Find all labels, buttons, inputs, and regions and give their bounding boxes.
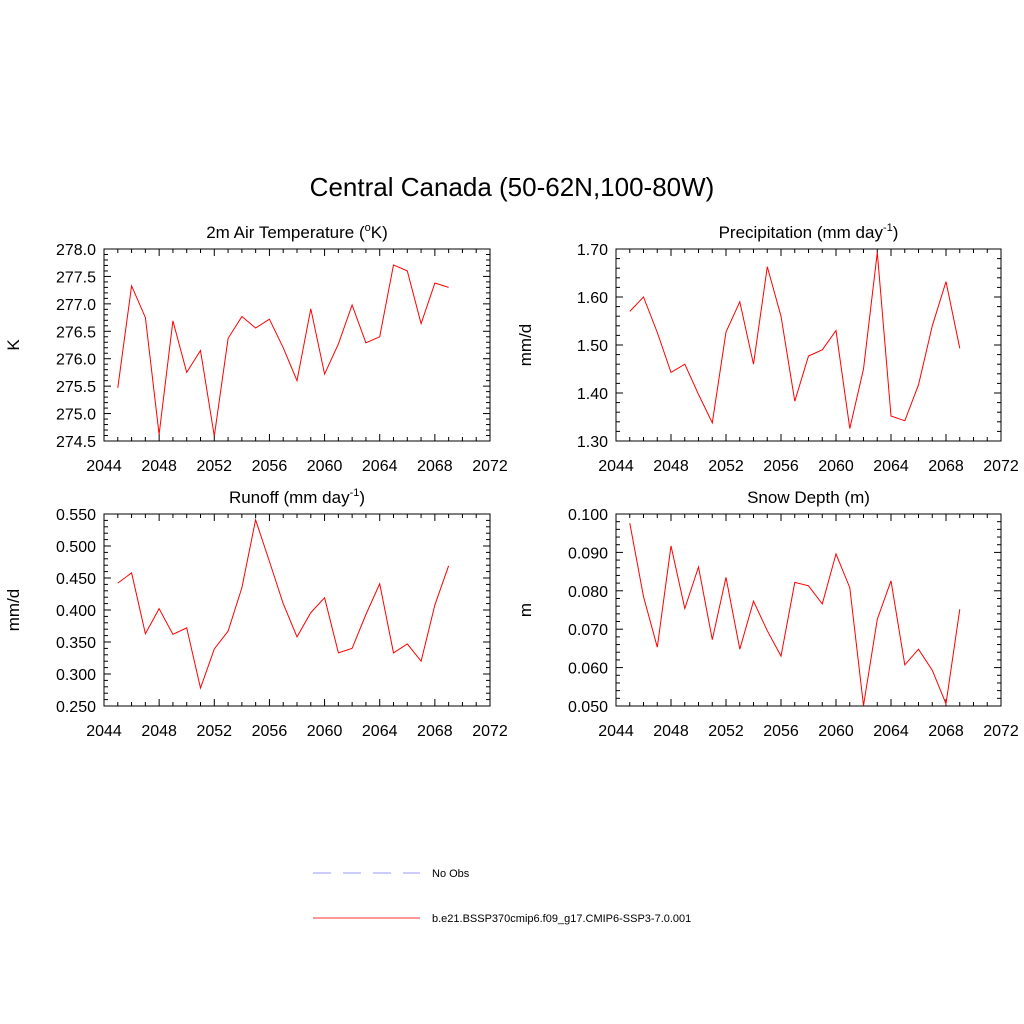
y-tick-label: 276.0 xyxy=(56,352,96,369)
y-tick-label: 0.050 xyxy=(568,699,608,716)
panel-title: 2m Air Temperature (oK) xyxy=(206,222,388,242)
y-tick-label: 0.500 xyxy=(56,539,96,556)
y-tick-label: 1.50 xyxy=(577,338,608,355)
x-tick-label: 2068 xyxy=(928,458,964,475)
y-axis-label: mm/d xyxy=(516,324,535,367)
series-line xyxy=(117,264,449,437)
panels: 2m Air Temperature (oK) K 2044 2048 2052 2056… xyxy=(4,222,1019,740)
x-tick-label: 2048 xyxy=(141,723,177,740)
x-tick-label: 2044 xyxy=(86,723,122,740)
y-tick-label: 1.60 xyxy=(577,290,608,307)
x-tick-label: 2044 xyxy=(598,458,634,475)
y-tick-label: 0.450 xyxy=(56,571,96,588)
x-tick-label: 2060 xyxy=(307,458,343,475)
y-tick-label: 275.5 xyxy=(56,379,96,396)
y-tick-label: 274.5 xyxy=(56,434,96,451)
x-tick-label: 2068 xyxy=(928,723,964,740)
y-tick-label: 1.30 xyxy=(577,434,608,451)
x-tick-label: 2048 xyxy=(653,458,689,475)
y-tick-label: 0.090 xyxy=(568,545,608,562)
x-tick-label: 2060 xyxy=(307,723,343,740)
panel-runoff: Runoff (mm day-1) mm/d 2044 2048 2052 2056 206… xyxy=(4,487,508,740)
x-tick-label: 2064 xyxy=(873,458,909,475)
y-tick-label: 0.550 xyxy=(56,507,96,524)
x-tick-label: 2072 xyxy=(472,458,508,475)
y-tick-label: 1.40 xyxy=(577,386,608,403)
panel-title: Snow Depth (m) xyxy=(747,488,870,507)
x-tick-label: 2052 xyxy=(708,723,744,740)
panel-temp: 2m Air Temperature (oK) K 2044 2048 2052 2056… xyxy=(4,222,508,475)
x-tick-label: 2056 xyxy=(763,723,799,740)
series-line xyxy=(629,523,961,706)
y-tick-label: 275.0 xyxy=(56,407,96,424)
panel-snow: Snow Depth (m) m 2044 2048 2052 2056 2060 2064 2… xyxy=(516,488,1019,740)
x-tick-label: 2056 xyxy=(252,458,288,475)
x-tick-label: 2044 xyxy=(86,458,122,475)
y-tick-label: 0.080 xyxy=(568,584,608,601)
y-tick-label: 277.5 xyxy=(56,269,96,286)
panel-title-tail: ) xyxy=(893,223,899,242)
x-tick-label: 2052 xyxy=(196,458,232,475)
y-tick-label: 0.100 xyxy=(568,507,608,524)
y-tick-label: 0.060 xyxy=(568,661,608,678)
y-tick-label: 1.70 xyxy=(577,242,608,259)
panel-title: Runoff (mm day-1) xyxy=(229,487,365,507)
y-tick-label: 0.250 xyxy=(56,699,96,716)
panel-title-superscript: -1 xyxy=(350,487,360,499)
y-tick-label: 276.5 xyxy=(56,324,96,341)
panel-title-main: Precipitation (mm day xyxy=(719,223,884,242)
panel-title-main: Runoff (mm day xyxy=(229,488,350,507)
x-tick-label: 2052 xyxy=(196,723,232,740)
x-tick-label: 2064 xyxy=(362,458,398,475)
x-tick-label: 2056 xyxy=(252,723,288,740)
x-tick-label: 2072 xyxy=(472,723,508,740)
panel-precip: Precipitation (mm day-1) mm/d 2044 2048 2052… xyxy=(516,222,1019,475)
y-tick-label: 0.400 xyxy=(56,603,96,620)
y-axis-label: m xyxy=(516,603,535,617)
y-tick-label: 0.300 xyxy=(56,667,96,684)
figure-title: Central Canada (50-62N,100-80W) xyxy=(310,172,715,202)
panel-title-main: 2m Air Temperature ( xyxy=(206,223,365,242)
panel-title-superscript: -1 xyxy=(883,222,893,234)
panel-title-superscript: o xyxy=(365,222,371,234)
panel-title-tail: K) xyxy=(371,223,388,242)
panel-title: Precipitation (mm day-1) xyxy=(719,222,899,242)
y-tick-label: 277.0 xyxy=(56,297,96,314)
x-tick-label: 2072 xyxy=(983,458,1019,475)
x-tick-label: 2072 xyxy=(983,723,1019,740)
x-tick-label: 2068 xyxy=(417,723,453,740)
x-tick-label: 2044 xyxy=(598,723,634,740)
legend-label-no-obs: No Obs xyxy=(432,868,470,880)
x-tick-label: 2048 xyxy=(141,458,177,475)
y-axis-label: mm/d xyxy=(4,589,23,632)
y-axis-label: K xyxy=(4,339,23,351)
x-tick-label: 2068 xyxy=(417,458,453,475)
y-tick-label: 278.0 xyxy=(56,242,96,259)
panel-title-tail: ) xyxy=(359,488,365,507)
x-tick-label: 2060 xyxy=(818,458,854,475)
x-tick-label: 2056 xyxy=(763,458,799,475)
x-tick-label: 2060 xyxy=(818,723,854,740)
panel-title-main: Snow Depth (m) xyxy=(747,488,870,507)
x-tick-label: 2064 xyxy=(362,723,398,740)
series-line xyxy=(629,252,961,429)
x-tick-label: 2048 xyxy=(653,723,689,740)
legend: No Obs b.e21.BSSP370cmip6.f09_g17.CMIP6-… xyxy=(313,868,691,925)
legend-label-model: b.e21.BSSP370cmip6.f09_g17.CMIP6-SSP3-7.… xyxy=(432,913,691,925)
x-tick-label: 2064 xyxy=(873,723,909,740)
series-line xyxy=(117,517,450,690)
y-tick-label: 0.070 xyxy=(568,622,608,639)
y-tick-label: 0.350 xyxy=(56,635,96,652)
x-tick-label: 2052 xyxy=(708,458,744,475)
